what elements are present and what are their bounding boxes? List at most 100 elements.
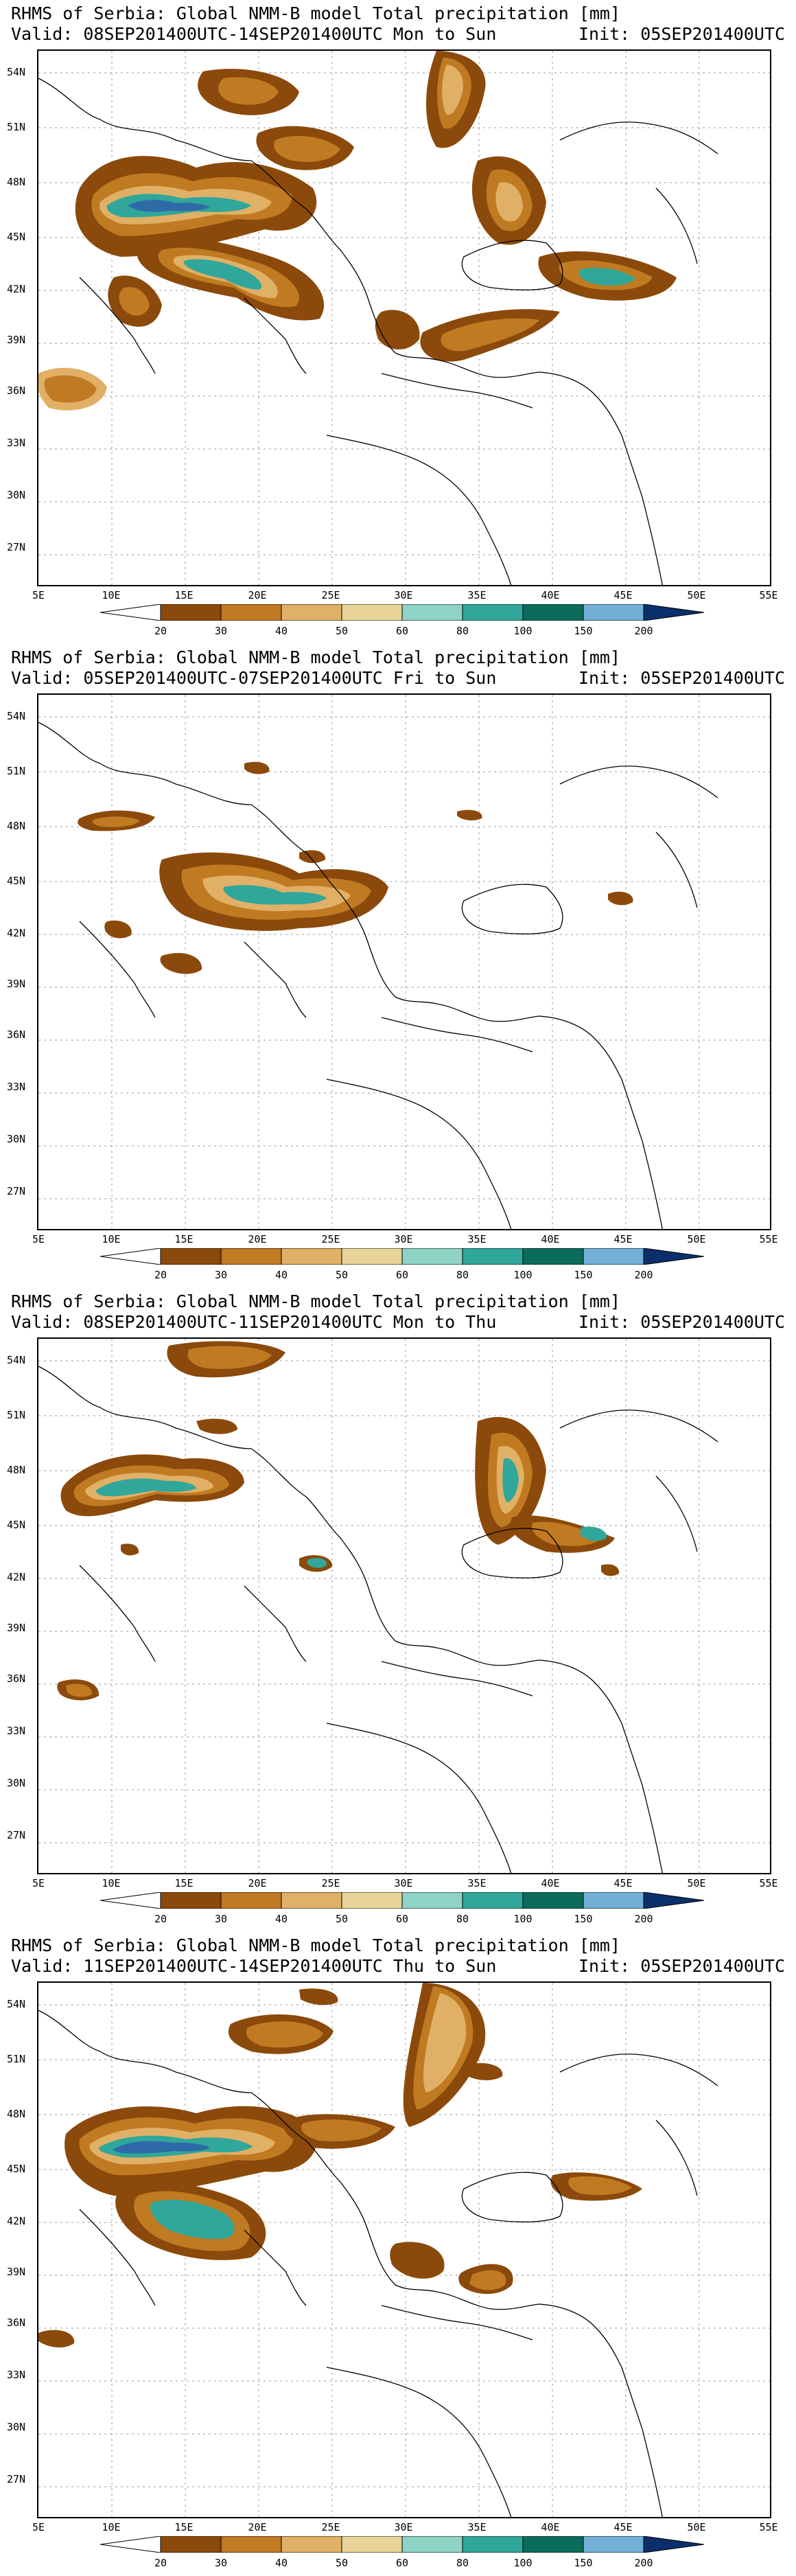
colorbar-label: 60 bbox=[395, 2557, 409, 2569]
precip-area bbox=[464, 2062, 503, 2080]
lat-label: 39N bbox=[7, 334, 26, 346]
colorbar-label: 40 bbox=[274, 2557, 288, 2569]
lat-label: 33N bbox=[7, 2369, 26, 2381]
precip-area bbox=[307, 1558, 327, 1568]
colorbar-label: 30 bbox=[214, 1269, 228, 1281]
precipitation-field bbox=[38, 51, 677, 411]
lon-label: 55E bbox=[759, 2521, 778, 2533]
colorbar-svg bbox=[100, 2536, 704, 2553]
lon-label: 25E bbox=[321, 1877, 340, 1889]
lat-label: 36N bbox=[7, 1028, 26, 1041]
colorbar-label: 40 bbox=[274, 1913, 288, 1925]
precip-area bbox=[390, 2242, 445, 2279]
colorbar-bin bbox=[522, 2536, 584, 2553]
colorbar-over-triangle bbox=[643, 1248, 704, 1265]
colorbar-bin bbox=[160, 1892, 222, 1909]
map-title: RHMS of Serbia: Global NMM-B model Total… bbox=[11, 647, 621, 667]
precip-area bbox=[457, 809, 482, 820]
map-title: RHMS of Serbia: Global NMM-B model Total… bbox=[11, 1291, 621, 1311]
precipitation-field bbox=[38, 1983, 642, 2348]
colorbar-label: 40 bbox=[274, 625, 288, 637]
lon-label: 35E bbox=[467, 1877, 487, 1889]
colorbar-bin bbox=[462, 2536, 524, 2553]
colorbar-under-triangle bbox=[100, 2536, 161, 2553]
colorbar bbox=[100, 1248, 704, 1265]
lat-label: 33N bbox=[7, 437, 26, 449]
precipitation-map bbox=[37, 693, 771, 1230]
lon-label: 50E bbox=[687, 1233, 706, 1245]
lon-label: 35E bbox=[467, 1233, 487, 1245]
lat-label: 45N bbox=[7, 1519, 26, 1531]
colorbar-bin bbox=[220, 1892, 282, 1909]
lat-label: 42N bbox=[7, 927, 26, 939]
colorbar-under-triangle bbox=[100, 1892, 161, 1909]
precip-area bbox=[121, 1543, 139, 1556]
coastlines bbox=[38, 1366, 718, 1873]
lat-label: 30N bbox=[7, 489, 26, 501]
colorbar-label: 100 bbox=[513, 2557, 532, 2569]
lon-label: 25E bbox=[321, 589, 340, 601]
map-canvas bbox=[38, 1339, 770, 1873]
precip-area bbox=[442, 65, 463, 115]
colorbar bbox=[100, 2536, 704, 2553]
colorbar-label: 50 bbox=[335, 1269, 349, 1281]
colorbar-bin bbox=[401, 2536, 463, 2553]
colorbar-bin bbox=[583, 1892, 644, 1909]
lat-label: 42N bbox=[7, 2215, 26, 2227]
valid-period: Valid: 08SEP201400UTC-14SEP201400UTC Mon… bbox=[11, 24, 497, 44]
precip-area bbox=[568, 2176, 632, 2196]
colorbar-label: 100 bbox=[513, 625, 532, 637]
lat-label: 36N bbox=[7, 1672, 26, 1685]
lon-label: 50E bbox=[687, 589, 706, 601]
precipitation-field bbox=[78, 761, 633, 974]
lon-label: 30E bbox=[394, 2521, 413, 2533]
colorbar-bin bbox=[583, 604, 644, 621]
precip-area bbox=[104, 920, 132, 939]
precip-area bbox=[301, 2119, 382, 2142]
precipitation-map bbox=[37, 49, 771, 586]
lon-label: 20E bbox=[248, 1233, 267, 1245]
precip-area bbox=[150, 2199, 235, 2240]
colorbar-bin bbox=[583, 2536, 644, 2553]
precip-area bbox=[218, 77, 279, 105]
lat-label: 42N bbox=[7, 283, 26, 295]
colorbar-label: 30 bbox=[214, 2557, 228, 2569]
map-title: RHMS of Serbia: Global NMM-B model Total… bbox=[11, 1935, 621, 1955]
precip-area bbox=[578, 267, 635, 286]
lon-label: 55E bbox=[759, 589, 778, 601]
precip-area bbox=[113, 2141, 210, 2154]
colorbar-over-triangle bbox=[643, 2536, 704, 2553]
lon-label: 10E bbox=[102, 1233, 121, 1245]
precip-area bbox=[128, 200, 210, 212]
lon-label: 45E bbox=[613, 1233, 633, 1245]
precip-area bbox=[95, 1478, 196, 1497]
colorbar-label: 100 bbox=[513, 1269, 532, 1281]
colorbar-bin bbox=[522, 1892, 584, 1909]
init-time: Init: 05SEP201400UTC bbox=[578, 668, 785, 688]
colorbar-label: 80 bbox=[456, 1269, 469, 1281]
lon-label: 55E bbox=[759, 1233, 778, 1245]
precip-area bbox=[375, 310, 420, 349]
map-panel-4: RHMS of Serbia: Global NMM-B model Total… bbox=[0, 1932, 796, 2576]
colorbar-svg bbox=[100, 1892, 704, 1909]
lon-label: 40E bbox=[541, 1877, 560, 1889]
init-time: Init: 05SEP201400UTC bbox=[578, 1956, 785, 1976]
lon-label: 30E bbox=[394, 589, 413, 601]
colorbar bbox=[100, 604, 704, 621]
colorbar-label: 20 bbox=[154, 2557, 167, 2569]
colorbar-label: 40 bbox=[274, 1269, 288, 1281]
colorbar-under-triangle bbox=[100, 604, 161, 621]
colorbar-bin bbox=[401, 1892, 463, 1909]
lon-label: 50E bbox=[687, 1877, 706, 1889]
colorbar-bin bbox=[341, 604, 403, 621]
colorbar-bin bbox=[220, 1248, 282, 1265]
colorbar-bin bbox=[160, 604, 222, 621]
lon-label: 45E bbox=[613, 1877, 633, 1889]
lon-label: 35E bbox=[467, 2521, 487, 2533]
colorbar-label: 50 bbox=[335, 1913, 349, 1925]
graticule bbox=[38, 695, 770, 1229]
lon-label: 15E bbox=[174, 1877, 194, 1889]
lat-label: 45N bbox=[7, 875, 26, 887]
lon-label: 30E bbox=[394, 1233, 413, 1245]
lon-label: 45E bbox=[613, 589, 633, 601]
